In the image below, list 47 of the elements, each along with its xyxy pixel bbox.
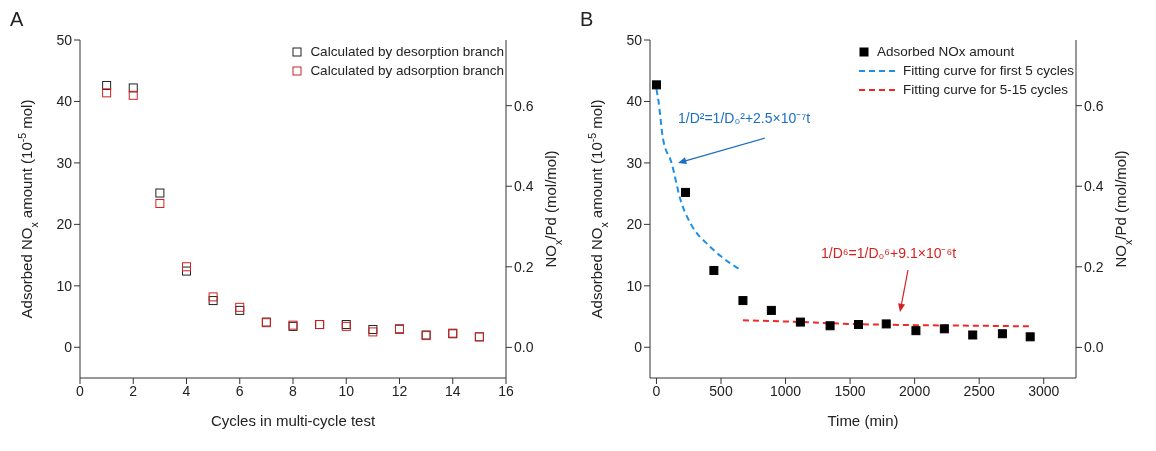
x-tick-label: 4 [182, 382, 191, 399]
y-tick-label: 50 [626, 31, 643, 48]
x-tick-label: 12 [391, 382, 408, 399]
x-axis-title: Time (min) [827, 412, 899, 429]
y-tick-label: 0 [64, 339, 73, 356]
x-tick-label: 6 [235, 382, 244, 399]
x-tick-label: 14 [444, 382, 461, 399]
y-tick-label: 50 [56, 31, 73, 48]
x-tick-label: 1500 [834, 382, 866, 399]
y-tick-label: 20 [626, 216, 643, 233]
y2-tick-label: 0.0 [514, 339, 534, 356]
legend-label: Calculated by adsorption branch [310, 62, 504, 80]
y2-tick-label: 0.0 [1084, 339, 1104, 356]
y-tick-label: 40 [626, 93, 643, 110]
legend-label: Fitting curve for 5-15 cycles [902, 81, 1069, 99]
legend-label: Adsorbed NOx amount [876, 43, 1015, 61]
x-tick-label: 0 [652, 382, 661, 399]
x-tick-label: 2000 [899, 382, 931, 399]
y-tick-label: 40 [56, 93, 73, 110]
x-tick-label: 16 [498, 382, 514, 399]
chart-title: B [580, 8, 594, 31]
y-tick-label: 10 [626, 277, 643, 294]
y-tick-label: 30 [56, 154, 73, 171]
y-tick-label: 0 [634, 339, 643, 356]
y2-tick-label: 0.6 [514, 97, 534, 114]
legend-label: Calculated by desorption branch [310, 43, 504, 61]
x-axis-title: Cycles in multi-cycle test [210, 412, 376, 429]
x-tick-label: 3000 [1028, 382, 1060, 399]
y-tick-label: 20 [56, 216, 73, 233]
x-tick-label: 0 [76, 382, 85, 399]
y-tick-label: 10 [56, 277, 73, 294]
y2-tick-label: 0.2 [514, 258, 534, 275]
chart-title: A [10, 8, 24, 31]
x-tick-label: 8 [289, 382, 298, 399]
y2-tick-label: 0.4 [1084, 178, 1104, 195]
annotation: 1/D²=1/D₀²+2.5×10⁻⁷t [678, 110, 811, 126]
y2-tick-label: 0.2 [1084, 258, 1104, 275]
annotation: 1/D⁶=1/D₀⁶+9.1×10⁻⁶t [821, 245, 957, 261]
x-tick-label: 1000 [769, 382, 802, 399]
y2-tick-label: 0.6 [1084, 97, 1104, 114]
x-tick-label: 2500 [963, 382, 995, 399]
x-tick-label: 500 [709, 382, 733, 399]
y-tick-label: 30 [626, 154, 643, 171]
y2-tick-label: 0.4 [514, 178, 534, 195]
x-tick-label: 10 [338, 382, 355, 399]
legend-label: Fitting curve for first 5 cycles [902, 62, 1074, 80]
x-tick-label: 2 [129, 382, 138, 399]
